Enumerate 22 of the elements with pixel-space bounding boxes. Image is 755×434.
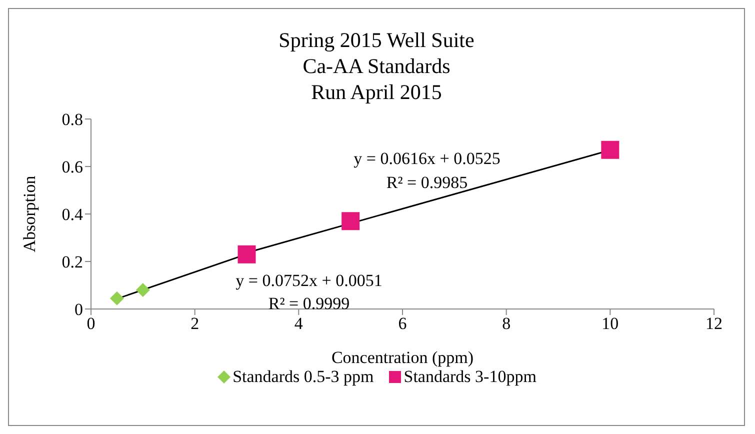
chart-subtitle: Ca-AA Standards Run April 2015 [302,53,452,105]
x-tick-label: 2 [190,314,200,334]
y-tick-label: 0 [74,300,83,320]
y-tick-label: 0.8 [62,110,83,130]
annotation: R² = 0.9985 [386,173,468,193]
chart-title: Spring 2015 Well Suite [278,27,476,53]
y-tick-label: 0.4 [62,205,84,224]
y-tick-label: 0.2 [62,252,83,272]
x-axis-title: Concentration (ppm) [331,348,474,367]
x-tick-label: 8 [502,314,511,334]
annotation: y = 0.0616x + 0.0525 [354,149,500,169]
annotation: R² = 0.9999 [268,294,350,314]
x-tick-label: 4 [294,314,304,334]
y-axis-title: Absorption [20,175,40,252]
y-tick-label: 0.6 [62,158,83,177]
legend-label: Standards 3-10ppm [402,367,536,387]
x-tick-label: 12 [706,314,722,334]
annotation: y = 0.0752x + 0.0051 [236,271,382,291]
legend-label: Standards 0.5-3 ppm [232,367,374,387]
x-tick-label: 10 [602,314,619,334]
x-tick-label: 6 [398,314,407,334]
x-tick-label: 0 [86,314,96,334]
